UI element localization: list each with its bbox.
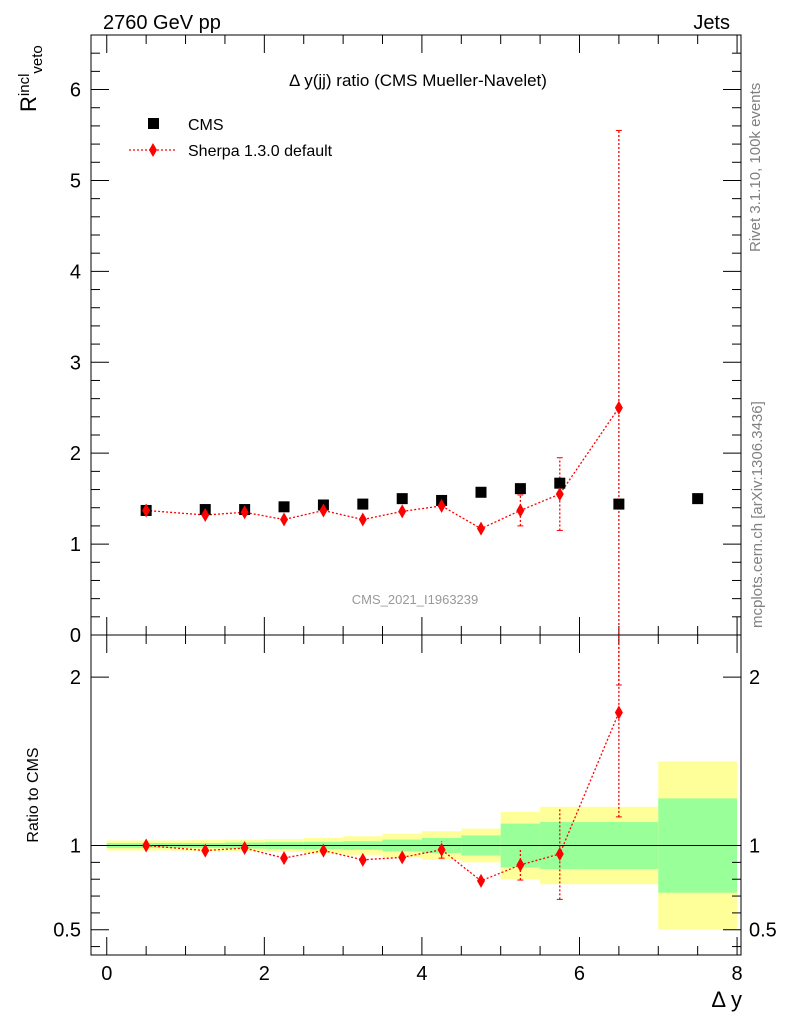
sherpa-ratio-point xyxy=(614,705,623,720)
x-axis-label: Δ y xyxy=(711,987,742,1012)
ratio-y-tick-label-left: 0.5 xyxy=(53,920,81,942)
sherpa-ratio-point xyxy=(516,857,525,872)
sherpa-data-point xyxy=(142,503,151,518)
x-tick-label: 8 xyxy=(731,963,742,985)
ratio-y-axis-label: Ratio to CMS xyxy=(25,747,42,842)
sherpa-data-point xyxy=(240,505,249,520)
sherpa-ratio-point xyxy=(358,852,367,867)
sherpa-ratio-point xyxy=(240,841,249,856)
x-tick-label: 4 xyxy=(416,963,427,985)
cms-data-point xyxy=(278,501,290,513)
ratio-panel: 0 2 4 6 8 0.5 0.5 1 1 2 2 xyxy=(53,634,777,985)
x-tick-label: 2 xyxy=(259,963,270,985)
ratio-y-tick-label-right: 0.5 xyxy=(749,920,777,942)
sherpa-ratio-point xyxy=(398,850,407,865)
sherpa-ratio-point xyxy=(477,873,485,888)
main-y-tick-label: 6 xyxy=(70,80,81,102)
sherpa-ratio-point xyxy=(201,843,210,858)
ratio-frame xyxy=(90,634,742,956)
main-y-axis-label: Rinclveto xyxy=(16,45,46,112)
sherpa-ratio-point xyxy=(437,842,446,857)
sherpa-data-point xyxy=(280,512,289,527)
x-tick-label: 0 xyxy=(101,963,112,985)
legend-cms-marker xyxy=(148,118,159,129)
main-y-axis-label-text: Rinclveto xyxy=(16,45,46,112)
sherpa-data-point xyxy=(437,498,446,513)
sherpa-data-point xyxy=(398,504,407,519)
legend: CMS Sherpa 1.3.0 default xyxy=(129,117,333,160)
main-y-tick-label: 0 xyxy=(70,625,81,647)
sherpa-ratio-point xyxy=(555,846,564,861)
main-y-tick-label: 3 xyxy=(70,352,81,374)
sherpa-data-point xyxy=(201,508,210,522)
sherpa-data-point xyxy=(516,503,525,518)
sherpa-ratio-point xyxy=(142,838,151,853)
cms-data-point xyxy=(692,493,704,505)
main-y-tick-label: 5 xyxy=(70,170,81,192)
main-y-tick-label: 4 xyxy=(70,261,81,283)
rivet-version-label: Rivet 3.1.10, 100k events xyxy=(747,83,764,252)
x-tick-label: 6 xyxy=(574,963,585,985)
sherpa-ratio-point xyxy=(280,851,289,866)
ratio-y-tick-label-left: 2 xyxy=(70,667,81,689)
main-panel: 0 1 2 3 4 5 6 xyxy=(70,34,742,686)
cms-data-point xyxy=(554,477,566,489)
ratio-y-tick-label-right: 1 xyxy=(749,836,760,858)
cms-data-point xyxy=(514,483,526,495)
chart-title: Δ y(jj) ratio (CMS Mueller-Navelet) xyxy=(289,71,547,90)
sherpa-data-point xyxy=(477,521,485,536)
sherpa-line xyxy=(146,407,620,530)
sherpa-ratio-point xyxy=(319,843,328,858)
ratio-y-tick-label-left: 1 xyxy=(70,836,81,858)
legend-sherpa-marker xyxy=(149,143,157,157)
mcplots-label: mcplots.cern.ch [arXiv:1306.3436] xyxy=(749,401,766,628)
cms-data-point xyxy=(396,493,408,505)
ratio-y-tick-label-right: 2 xyxy=(749,667,760,689)
sherpa-data-point xyxy=(555,487,564,502)
legend-cms-label: CMS xyxy=(188,117,224,134)
sherpa-data-point xyxy=(614,400,623,415)
cms-data-point xyxy=(357,498,369,510)
main-y-tick-label: 1 xyxy=(70,534,81,556)
collision-label: 2760 GeV pp xyxy=(103,12,221,34)
sherpa-data-point xyxy=(358,512,367,527)
process-label: Jets xyxy=(693,12,730,34)
cms-data-point xyxy=(613,498,625,510)
sherpa-data-point xyxy=(319,503,328,518)
cms-data-point xyxy=(475,486,487,498)
legend-sherpa-label: Sherpa 1.3.0 default xyxy=(188,143,333,160)
analysis-watermark: CMS_2021_I1963239 xyxy=(352,592,479,607)
main-y-tick-label: 2 xyxy=(70,443,81,465)
sherpa-ratio-line xyxy=(146,712,620,882)
